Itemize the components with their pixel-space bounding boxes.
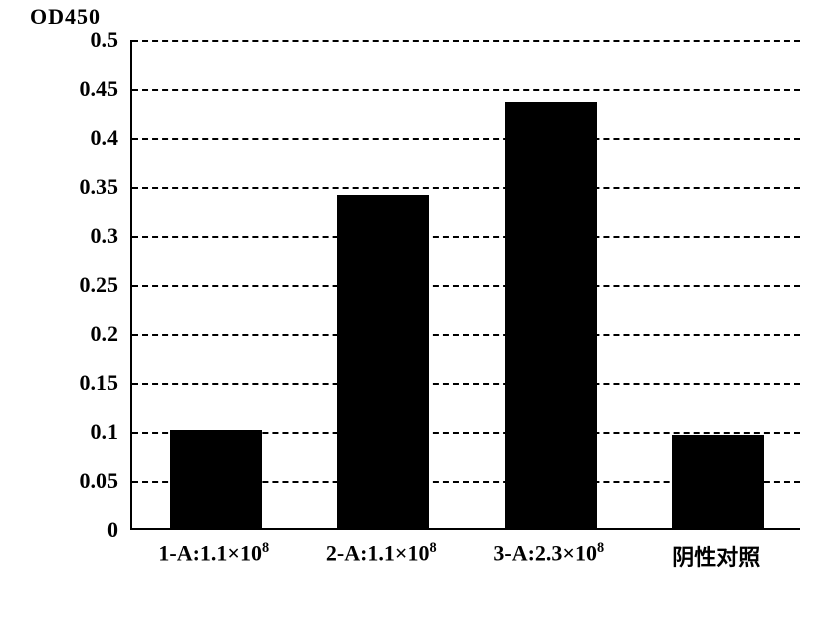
x-tick-label: 1-A:1.1×108 bbox=[158, 540, 269, 566]
y-tick-label: 0.5 bbox=[40, 27, 118, 53]
x-tick-label: 阴性对照 bbox=[672, 540, 760, 572]
gridline bbox=[132, 285, 800, 287]
bar bbox=[505, 102, 597, 528]
y-tick-label: 0.2 bbox=[40, 321, 118, 347]
gridline bbox=[132, 383, 800, 385]
gridline bbox=[132, 236, 800, 238]
gridline bbox=[132, 40, 800, 42]
y-tick-label: 0 bbox=[40, 517, 118, 543]
x-tick-label: 3-A:2.3×108 bbox=[493, 540, 604, 566]
gridline bbox=[132, 334, 800, 336]
x-tick-label: 2-A:1.1×108 bbox=[326, 540, 437, 566]
bar bbox=[170, 430, 262, 528]
gridline bbox=[132, 89, 800, 91]
chart-container: OD450 00.050.10.150.20.250.30.350.40.450… bbox=[0, 0, 840, 623]
y-tick-label: 0.3 bbox=[40, 223, 118, 249]
y-tick-label: 0.35 bbox=[40, 174, 118, 200]
bar bbox=[337, 195, 429, 528]
y-tick-label: 0.45 bbox=[40, 76, 118, 102]
plot-area bbox=[130, 40, 800, 530]
chart-area: 00.050.10.150.20.250.30.350.40.450.5 1-A… bbox=[40, 40, 800, 580]
gridline bbox=[132, 187, 800, 189]
y-tick-label: 0.15 bbox=[40, 370, 118, 396]
bars-group bbox=[132, 40, 800, 528]
gridline bbox=[132, 432, 800, 434]
gridline bbox=[132, 138, 800, 140]
gridline bbox=[132, 481, 800, 483]
y-tick-label: 0.25 bbox=[40, 272, 118, 298]
y-tick-label: 0.1 bbox=[40, 419, 118, 445]
y-tick-label: 0.4 bbox=[40, 125, 118, 151]
y-tick-label: 0.05 bbox=[40, 468, 118, 494]
